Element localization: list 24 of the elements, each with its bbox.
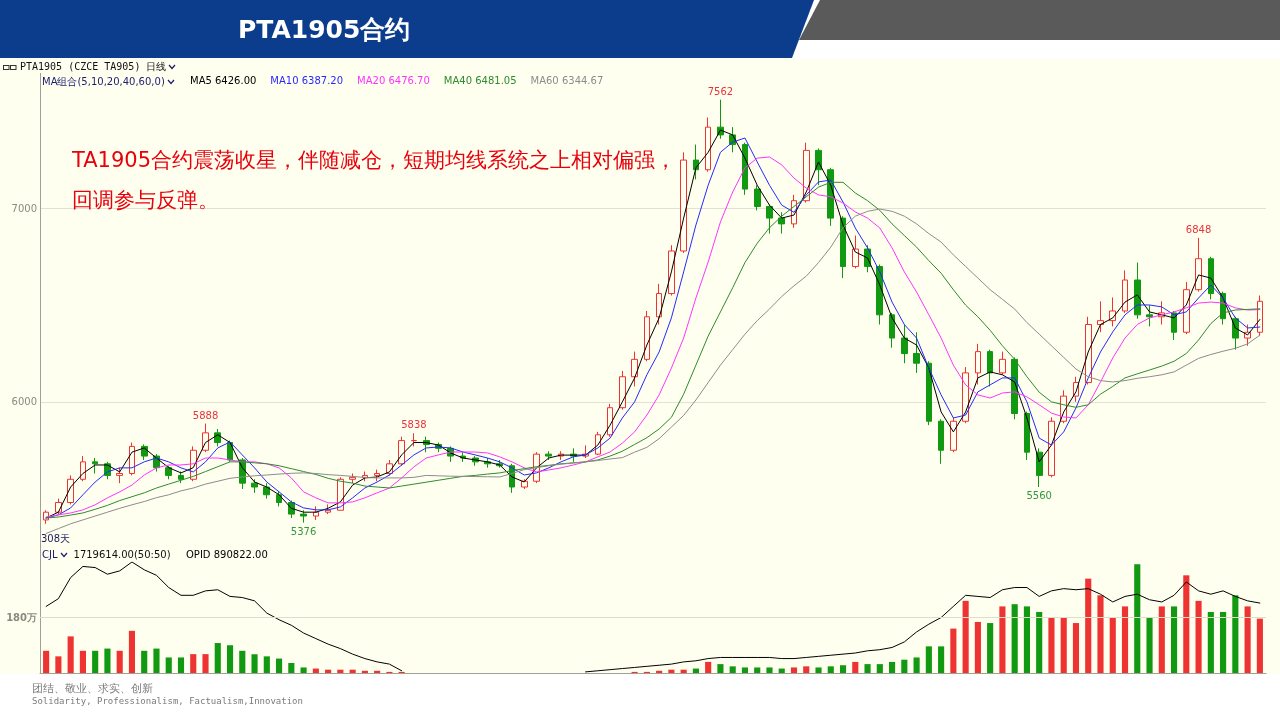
annotation: 5838 — [401, 419, 427, 431]
text: 1719614.00(50:50) — [73, 549, 171, 560]
y-tick-label: 7000 — [11, 202, 37, 214]
text: MA10 6387.20 — [270, 74, 344, 86]
text: 团结、敬业、求实、创新 — [32, 681, 153, 696]
chart-subtitle: PTA1905 (CZCE TA905) 日线 — [20, 61, 167, 72]
chart-title: PTA1905合约 — [238, 14, 411, 45]
text: MA60 6344.67 — [530, 74, 604, 86]
annotation: 5560 — [1026, 490, 1052, 502]
text: OPID 890822.00 — [186, 548, 268, 560]
text: MA5 6426.00 — [190, 74, 257, 86]
text: MA40 6481.05 — [443, 74, 517, 86]
annotation: 308天 — [41, 533, 71, 545]
text: MA20 6476.70 — [357, 74, 430, 86]
annotation: 7562 — [707, 85, 734, 97]
annotation: 6848 — [1185, 223, 1212, 235]
text: Solidarity, Professionalism, Factualism,Innovation — [32, 696, 303, 706]
legend-title: MA组合(5,10,20,40,60,0) — [42, 76, 165, 87]
annotation: 5376 — [290, 525, 317, 537]
y-tick-label: 6000 — [11, 396, 37, 408]
annotation: TA1905合约震荡收星，伴随减仓，短期均线系统之上相对偏强，回调参与反弹。 — [72, 147, 677, 214]
legend-title: CJL — [42, 549, 58, 560]
annotation: 5888 — [192, 409, 219, 421]
ref-line-label: 180万 — [6, 612, 37, 623]
